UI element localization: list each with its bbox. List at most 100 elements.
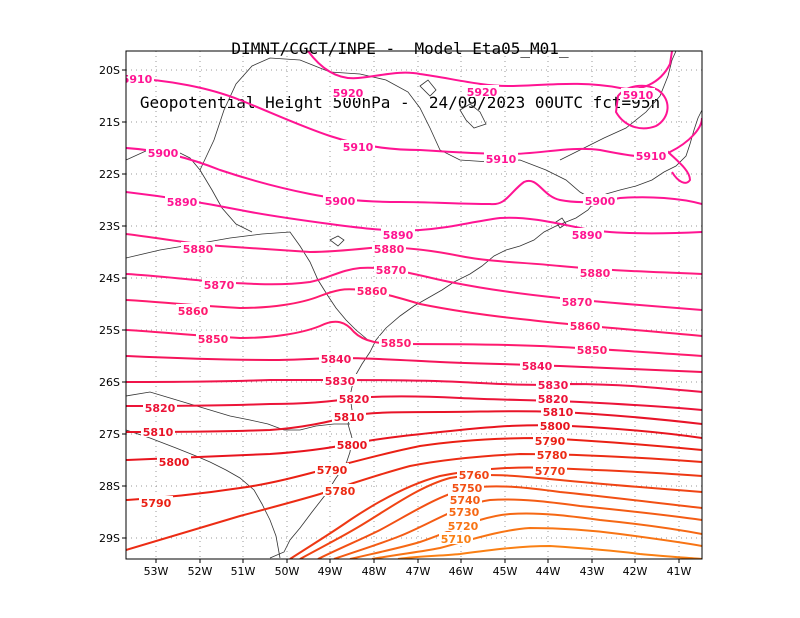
contour-label-5710: 5710 bbox=[441, 533, 472, 546]
contour-label-bg bbox=[202, 278, 236, 290]
contour-label-bg bbox=[181, 242, 215, 254]
contour-label-bg bbox=[536, 392, 570, 404]
contour-label-5900: 5900 bbox=[585, 195, 616, 208]
contour-label-bg bbox=[323, 484, 357, 496]
contour-label-bg bbox=[520, 359, 554, 371]
contour-label-5870: 5870 bbox=[376, 264, 407, 277]
contour-label-bg bbox=[381, 228, 415, 240]
plot-frame bbox=[125, 50, 703, 560]
contour-label-bg bbox=[165, 195, 199, 207]
contour-label-bg bbox=[484, 152, 518, 164]
contour-label-bg bbox=[323, 374, 357, 386]
contour-label-bg bbox=[541, 405, 575, 417]
lat-label: 28S bbox=[99, 480, 120, 493]
contour-label-bg bbox=[621, 88, 655, 100]
contour-label-bg bbox=[535, 448, 569, 460]
contour-5730 bbox=[349, 512, 702, 559]
contour-label-5850: 5850 bbox=[381, 337, 412, 350]
contour-label-bg bbox=[139, 496, 173, 508]
lat-label: 24S bbox=[99, 272, 120, 285]
contour-label-bg bbox=[315, 463, 349, 475]
contour-5910 bbox=[614, 84, 669, 130]
contour-label-5820: 5820 bbox=[145, 402, 176, 415]
contour-label-bg bbox=[634, 149, 668, 161]
contour-label-5840: 5840 bbox=[522, 360, 553, 373]
contour-label-bg bbox=[319, 352, 353, 364]
contour-label-bg bbox=[196, 332, 230, 344]
contour-label-5880: 5880 bbox=[183, 243, 214, 256]
contour-5760 bbox=[299, 473, 702, 559]
contour-label-5830: 5830 bbox=[538, 379, 569, 392]
contour-5740 bbox=[333, 498, 702, 559]
contour-label-bg bbox=[578, 266, 612, 278]
contour-label-5900: 5900 bbox=[148, 147, 179, 160]
lakes bbox=[419, 79, 487, 129]
lon-label: 46W bbox=[449, 565, 474, 578]
contour-label-5910: 5910 bbox=[122, 73, 153, 86]
state-border-pr-sc bbox=[126, 391, 350, 431]
contour-label-bg bbox=[457, 468, 491, 480]
island-coastline bbox=[329, 235, 345, 247]
lon-label: 45W bbox=[493, 565, 518, 578]
contour-label-5890: 5890 bbox=[572, 229, 603, 242]
contour-label-bg bbox=[568, 319, 602, 331]
contour-label-5790: 5790 bbox=[535, 435, 566, 448]
contour-label-bg bbox=[143, 401, 177, 413]
contour-label-5820: 5820 bbox=[538, 393, 569, 406]
contour-label-bg bbox=[448, 493, 482, 505]
contour-label-bg bbox=[126, 72, 154, 84]
contour-label-5810: 5810 bbox=[543, 406, 574, 419]
contour-label-bg bbox=[337, 392, 371, 404]
state-border-sc-rs bbox=[126, 429, 281, 559]
state-border-mg-sp bbox=[199, 57, 595, 201]
contour-label-5880: 5880 bbox=[374, 243, 405, 256]
contour-label-bg bbox=[146, 146, 180, 158]
contour-label-bg bbox=[583, 194, 617, 206]
lon-label: 47W bbox=[406, 565, 431, 578]
contour-5820 bbox=[126, 395, 702, 411]
contour-5800 bbox=[126, 424, 702, 461]
contour-5720 bbox=[371, 526, 702, 559]
contour-label-5870: 5870 bbox=[562, 296, 593, 309]
contour-label-bg bbox=[141, 425, 175, 437]
contour-5910 bbox=[665, 149, 692, 184]
contour-label-5720: 5720 bbox=[448, 520, 479, 533]
contour-label-5730: 5730 bbox=[449, 506, 480, 519]
contour-label-bg bbox=[355, 284, 389, 296]
contour-label-5850: 5850 bbox=[577, 344, 608, 357]
contour-label-5740: 5740 bbox=[450, 494, 481, 507]
lat-label: 23S bbox=[99, 220, 120, 233]
contour-label-bg bbox=[447, 505, 481, 517]
contour-5710 bbox=[397, 544, 702, 559]
contour-label-5830: 5830 bbox=[325, 375, 356, 388]
axis-ticks: 20S 21S 22S 23S 24S 25S 26S 27S 28S 29S 53W 52W 51W 5… bbox=[99, 64, 692, 578]
lon-label: 50W bbox=[275, 565, 300, 578]
contour-label-5850: 5850 bbox=[198, 333, 229, 346]
contour-label-5810: 5810 bbox=[334, 411, 365, 424]
height-contours bbox=[126, 51, 702, 559]
contour-label-5900: 5900 bbox=[325, 195, 356, 208]
contour-label-5800: 5800 bbox=[540, 420, 571, 433]
contour-5840 bbox=[126, 355, 702, 373]
lat-label: 25S bbox=[99, 324, 120, 337]
contour-label-5910: 5910 bbox=[486, 153, 517, 166]
contour-label-bg bbox=[372, 242, 406, 254]
contour-label-5910: 5910 bbox=[636, 150, 667, 163]
contour-5860 bbox=[126, 288, 702, 337]
contour-label-bg bbox=[341, 140, 375, 152]
contour-label-bg bbox=[157, 455, 191, 467]
contour-label-5920: 5920 bbox=[467, 86, 498, 99]
lat-label: 27S bbox=[99, 428, 120, 441]
contour-label-bg bbox=[379, 336, 413, 348]
lon-label: 42W bbox=[623, 565, 648, 578]
lon-label: 48W bbox=[362, 565, 387, 578]
contour-label-bg bbox=[533, 464, 567, 476]
contour-label-bg bbox=[332, 410, 366, 422]
contour-label-5840: 5840 bbox=[321, 353, 352, 366]
lon-label: 52W bbox=[188, 565, 213, 578]
contour-label-bg bbox=[575, 343, 609, 355]
contour-label-5770: 5770 bbox=[535, 465, 566, 478]
contour-5850 bbox=[126, 320, 702, 357]
lat-lon-grid bbox=[126, 51, 702, 559]
